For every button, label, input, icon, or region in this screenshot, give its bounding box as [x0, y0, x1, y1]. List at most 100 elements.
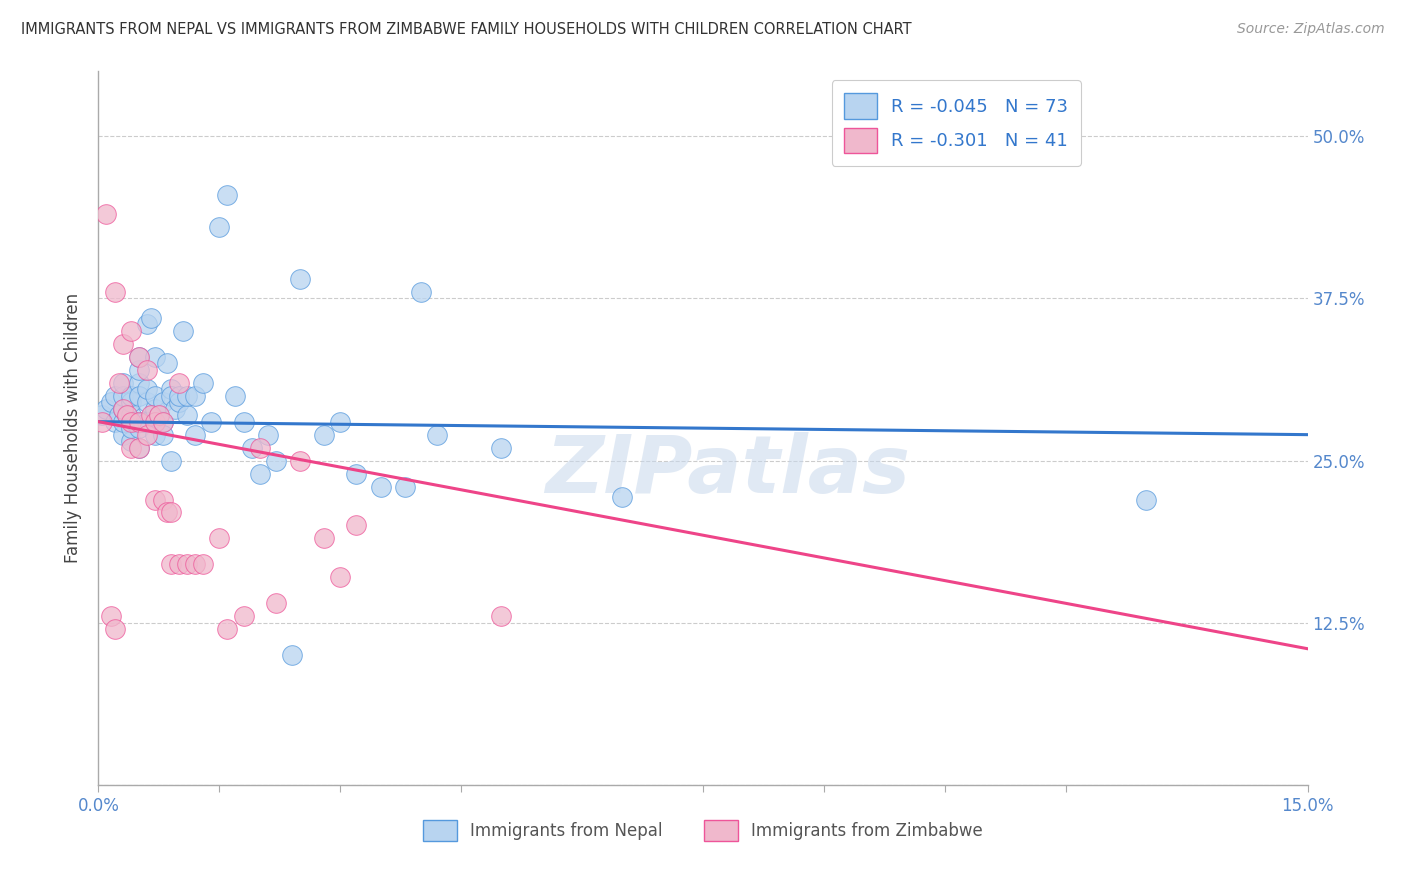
- Point: [148, 408, 170, 422]
- Point: [135, 318, 157, 332]
- Point: [217, 622, 239, 636]
- Point: [148, 408, 170, 422]
- Point: [176, 558, 198, 572]
- Point: [139, 408, 162, 422]
- Point: [491, 609, 513, 624]
- Point: [143, 415, 166, 429]
- Point: [120, 389, 142, 403]
- Point: [329, 415, 352, 429]
- Point: [103, 415, 125, 429]
- Point: [128, 415, 150, 429]
- Point: [96, 207, 118, 221]
- Point: [152, 427, 174, 442]
- Point: [132, 415, 155, 429]
- Point: [184, 427, 207, 442]
- Point: [96, 401, 118, 416]
- Point: [143, 389, 166, 403]
- Point: [200, 415, 222, 429]
- Point: [167, 376, 190, 390]
- Point: [264, 453, 287, 467]
- Point: [1135, 492, 1157, 507]
- Point: [143, 350, 166, 364]
- Point: [120, 408, 142, 422]
- Point: [491, 441, 513, 455]
- Point: [128, 421, 150, 435]
- Point: [111, 415, 134, 429]
- Point: [143, 427, 166, 442]
- Point: [91, 408, 114, 422]
- Point: [160, 558, 183, 572]
- Point: [120, 324, 142, 338]
- Point: [184, 389, 207, 403]
- Point: [156, 506, 179, 520]
- Point: [111, 376, 134, 390]
- Point: [217, 187, 239, 202]
- Point: [264, 596, 287, 610]
- Point: [107, 408, 129, 422]
- Point: [152, 395, 174, 409]
- Point: [115, 408, 138, 422]
- Point: [111, 401, 134, 416]
- Point: [152, 415, 174, 429]
- Point: [128, 350, 150, 364]
- Point: [135, 415, 157, 429]
- Point: [143, 401, 166, 416]
- Point: [163, 401, 186, 416]
- Point: [232, 415, 254, 429]
- Point: [193, 558, 215, 572]
- Point: [172, 324, 194, 338]
- Point: [224, 389, 246, 403]
- Point: [256, 427, 278, 442]
- Point: [193, 376, 215, 390]
- Point: [128, 441, 150, 455]
- Point: [111, 401, 134, 416]
- Point: [160, 453, 183, 467]
- Point: [100, 609, 122, 624]
- Point: [120, 434, 142, 449]
- Text: IMMIGRANTS FROM NEPAL VS IMMIGRANTS FROM ZIMBABWE FAMILY HOUSEHOLDS WITH CHILDRE: IMMIGRANTS FROM NEPAL VS IMMIGRANTS FROM…: [21, 22, 911, 37]
- Point: [329, 570, 352, 584]
- Point: [160, 506, 183, 520]
- Point: [128, 389, 150, 403]
- Text: Source: ZipAtlas.com: Source: ZipAtlas.com: [1237, 22, 1385, 37]
- Point: [281, 648, 304, 663]
- Point: [208, 220, 231, 235]
- Point: [91, 415, 114, 429]
- Point: [111, 336, 134, 351]
- Point: [370, 479, 392, 493]
- Point: [103, 285, 125, 299]
- Point: [344, 467, 367, 481]
- Point: [135, 395, 157, 409]
- Point: [120, 415, 142, 429]
- Point: [167, 558, 190, 572]
- Point: [314, 532, 336, 546]
- Point: [100, 395, 122, 409]
- Point: [139, 310, 162, 325]
- Point: [160, 382, 183, 396]
- Point: [167, 395, 190, 409]
- Point: [135, 382, 157, 396]
- Legend: Immigrants from Nepal, Immigrants from Zimbabwe: Immigrants from Nepal, Immigrants from Z…: [416, 814, 990, 848]
- Point: [314, 427, 336, 442]
- Point: [103, 389, 125, 403]
- Point: [249, 467, 271, 481]
- Point: [128, 363, 150, 377]
- Point: [143, 415, 166, 429]
- Point: [128, 350, 150, 364]
- Point: [208, 532, 231, 546]
- Point: [426, 427, 449, 442]
- Point: [394, 479, 416, 493]
- Point: [120, 441, 142, 455]
- Point: [288, 453, 311, 467]
- Point: [128, 441, 150, 455]
- Point: [160, 389, 183, 403]
- Point: [152, 415, 174, 429]
- Point: [156, 356, 179, 370]
- Point: [288, 272, 311, 286]
- Point: [176, 389, 198, 403]
- Y-axis label: Family Households with Children: Family Households with Children: [65, 293, 83, 563]
- Point: [167, 389, 190, 403]
- Point: [249, 441, 271, 455]
- Point: [232, 609, 254, 624]
- Point: [176, 408, 198, 422]
